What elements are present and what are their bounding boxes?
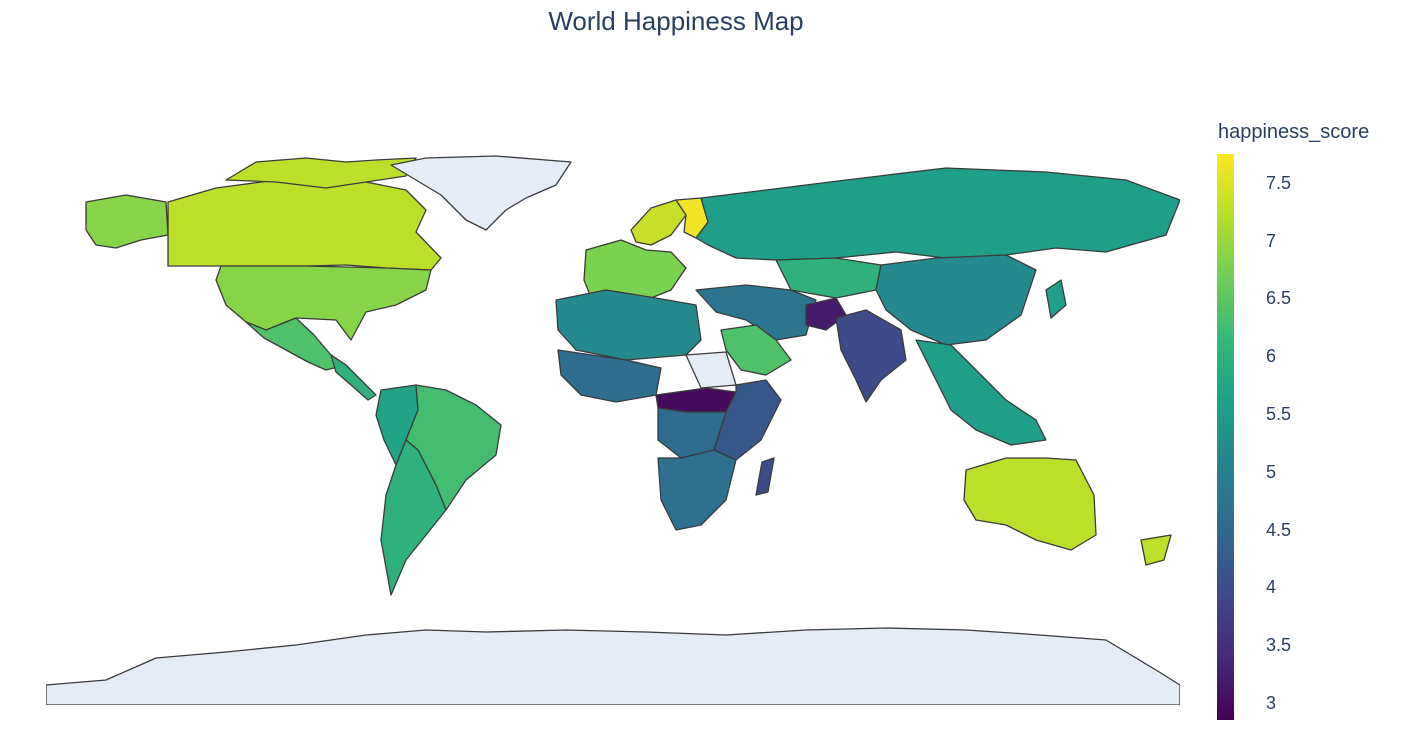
- colorbar-tick-label: 6.5: [1266, 288, 1292, 308]
- colorbar-tick-label: 4: [1266, 577, 1277, 597]
- region-australia: [963, 457, 1097, 551]
- region-central-africa: [655, 387, 737, 413]
- region-new-zealand: [1140, 534, 1172, 566]
- colorbar-tick-label: 3.5: [1266, 635, 1292, 655]
- region-southeast-asia: [915, 339, 1047, 446]
- colorbar-tick-label: 5: [1266, 462, 1277, 482]
- region-japan: [1045, 279, 1067, 319]
- chart-title: World Happiness Map: [548, 6, 804, 36]
- region-scandinavia: [630, 199, 687, 246]
- region-antarctica: [46, 627, 1180, 705]
- region-argentina: [380, 439, 447, 596]
- region-canada: [167, 177, 442, 271]
- region-greenland: [390, 155, 572, 231]
- colorbar-tick-label: 7: [1266, 231, 1277, 251]
- colorbar-tick-label: 6: [1266, 346, 1277, 366]
- region-middle-east: [695, 284, 817, 341]
- colorbar-tick-label: 3: [1266, 693, 1277, 713]
- region-west-africa: [557, 349, 662, 403]
- colorbar-tick-label: 4.5: [1266, 520, 1292, 540]
- region-north-africa: [555, 289, 702, 361]
- region-russia: [695, 167, 1180, 261]
- region-india: [835, 309, 907, 403]
- region-central-america: [330, 354, 377, 401]
- region-brazil: [405, 384, 502, 511]
- region-alaska: [85, 194, 169, 249]
- region-usa: [215, 265, 432, 341]
- colorbar-tick-label: 5.5: [1266, 404, 1292, 424]
- world-map: [46, 155, 1180, 705]
- region-sudan: [685, 351, 737, 389]
- region-madagascar: [755, 457, 775, 496]
- region-saudi-arabia: [720, 324, 792, 376]
- colorbar-tick-label: 7.5: [1266, 173, 1292, 193]
- region-arctic-islands: [225, 157, 417, 189]
- colorbar-title: happiness_score: [1218, 121, 1370, 143]
- region-southern-africa: [657, 449, 737, 531]
- region-china: [875, 254, 1037, 346]
- colorbar: [1217, 154, 1234, 720]
